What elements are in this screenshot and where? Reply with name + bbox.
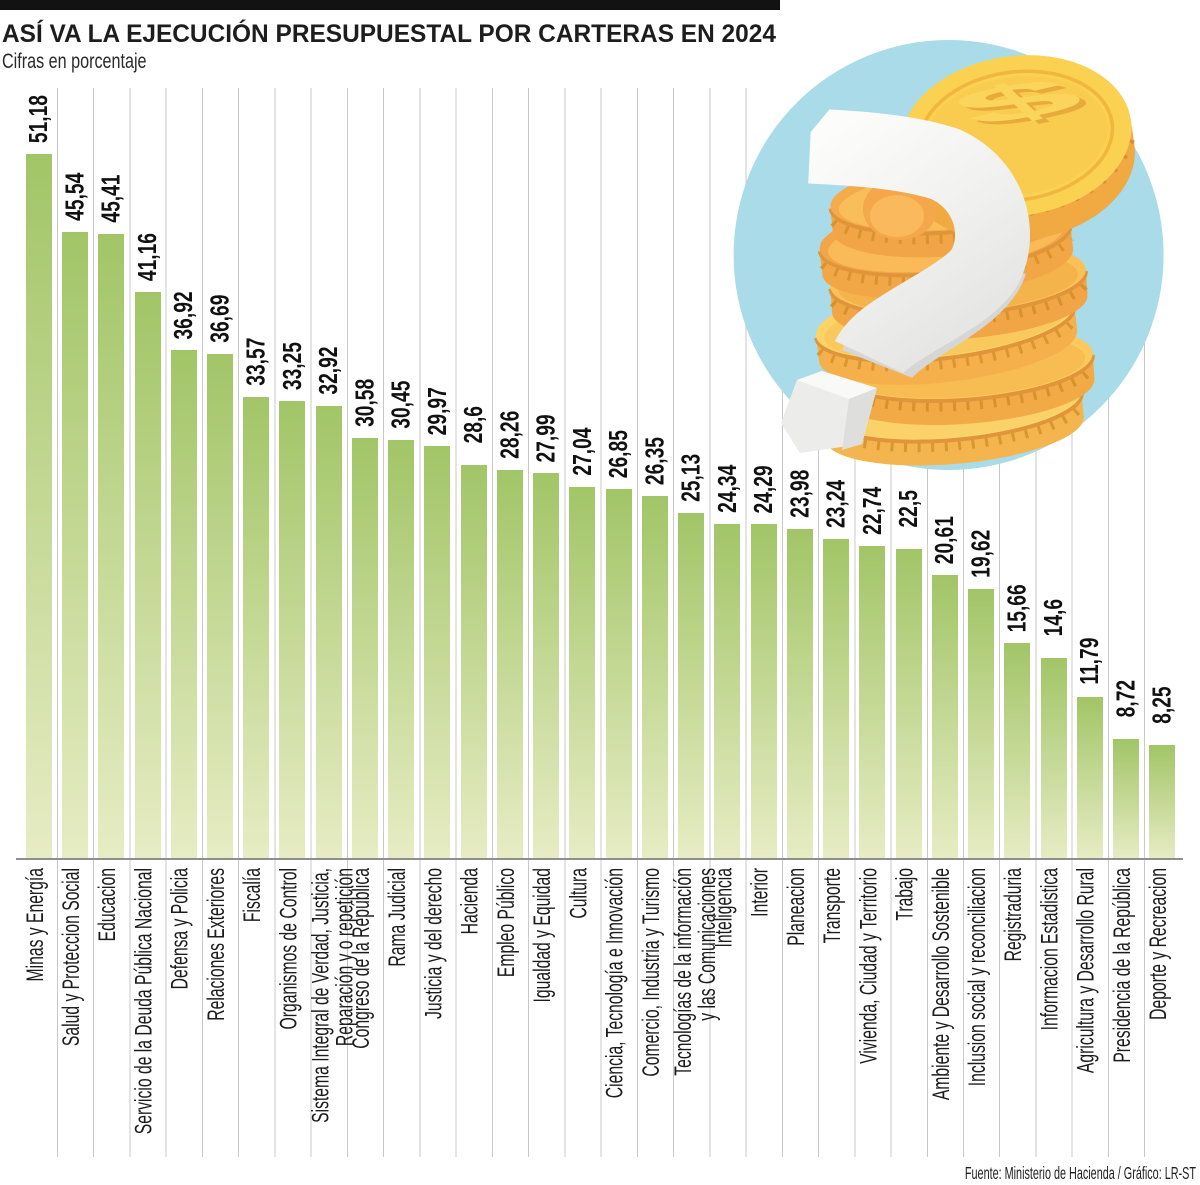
svg-text:Agricultura y Desarrollo Rural: Agricultura y Desarrollo Rural	[1074, 868, 1100, 1073]
svg-text:24,29: 24,29	[750, 465, 778, 513]
svg-text:8,25: 8,25	[1148, 686, 1176, 723]
svg-text:23,24: 23,24	[822, 480, 850, 528]
svg-text:30,45: 30,45	[387, 381, 415, 429]
svg-text:45,54: 45,54	[61, 172, 89, 220]
svg-text:Cultura: Cultura	[566, 867, 592, 918]
svg-text:36,69: 36,69	[206, 295, 234, 343]
svg-text:28,6: 28,6	[460, 406, 488, 443]
svg-text:Inclusion social y reconciliac: Inclusion social y reconciliacion	[965, 868, 991, 1086]
svg-text:Defensa y Policia: Defensa y Policia	[168, 867, 194, 989]
svg-text:Justicia y del derecho: Justicia y del derecho	[421, 868, 447, 1019]
svg-text:51,18: 51,18	[25, 95, 53, 143]
svg-text:24,34: 24,34	[713, 464, 741, 512]
svg-text:26,35: 26,35	[641, 437, 669, 485]
svg-text:Fiscalía: Fiscalía	[240, 867, 266, 922]
svg-text:30,58: 30,58	[351, 379, 379, 427]
svg-text:Vivienda, Ciudad y Territorio: Vivienda, Ciudad y Territorio	[856, 868, 882, 1064]
svg-text:Tecnologías de la información: Tecnologías de la información	[671, 868, 697, 1076]
svg-text:Fuente: Ministerio de Hacienda: Fuente: Ministerio de Hacienda / Gráfico…	[965, 1165, 1196, 1184]
svg-text:45,41: 45,41	[97, 175, 125, 223]
svg-text:8,72: 8,72	[1112, 680, 1140, 717]
svg-text:Reparación y o repetición: Reparación y o repetición	[333, 868, 359, 1046]
svg-text:Igualdad y Equidad: Igualdad y Equidad	[530, 868, 556, 1002]
svg-text:22,74: 22,74	[858, 486, 886, 534]
svg-text:Minas y Energía: Minas y Energía	[23, 867, 49, 981]
svg-text:Sistema Integral de Verdad, Ju: Sistema Integral de Verdad, Justicia,	[309, 868, 335, 1123]
svg-text:Planeacion: Planeacion	[784, 868, 810, 946]
svg-text:Informacion Estadistica: Informacion Estadistica	[1037, 867, 1063, 1030]
svg-text:Educacion: Educacion	[95, 868, 121, 941]
svg-text:19,62: 19,62	[967, 530, 995, 578]
svg-text:15,66: 15,66	[1003, 584, 1031, 632]
svg-text:Transporte: Transporte	[820, 868, 846, 943]
svg-text:Ciencia, Tecnología e Innovaci: Ciencia, Tecnología e Innovación	[602, 868, 628, 1098]
svg-text:41,16: 41,16	[133, 233, 161, 281]
svg-text:33,25: 33,25	[278, 342, 306, 390]
svg-text:28,26: 28,26	[496, 411, 524, 459]
svg-text:26,85: 26,85	[605, 430, 633, 478]
svg-text:Presidencia de la República: Presidencia de la República	[1110, 867, 1136, 1062]
svg-text:36,92: 36,92	[170, 291, 198, 339]
svg-text:25,13: 25,13	[677, 454, 705, 502]
svg-text:20,61: 20,61	[931, 516, 959, 564]
svg-text:Congreso de la República: Congreso de la República	[349, 867, 375, 1048]
svg-text:Salud y Proteccion Social: Salud y Proteccion Social	[59, 868, 85, 1046]
svg-text:29,97: 29,97	[423, 387, 451, 435]
svg-text:Empleo Público: Empleo Público	[494, 868, 520, 977]
svg-text:Registraduria: Registraduria	[1001, 867, 1027, 961]
svg-text:22,5: 22,5	[894, 490, 922, 527]
svg-text:Inteligencia: Inteligencia	[711, 867, 737, 947]
svg-text:Deporte y Recreacion: Deporte y Recreacion	[1146, 868, 1172, 1020]
svg-text:Ambiente y Desarrollo Sostenib: Ambiente y Desarrollo Sostenible	[929, 868, 955, 1100]
svg-text:Interior: Interior	[747, 868, 773, 917]
svg-text:Organismos de Control: Organismos de Control	[276, 868, 302, 1029]
svg-text:y las Comunicaciones: y las Comunicaciones	[695, 868, 721, 1021]
svg-text:23,98: 23,98	[786, 470, 814, 518]
svg-text:14,6: 14,6	[1039, 599, 1067, 636]
svg-text:Rama Judicial: Rama Judicial	[385, 868, 411, 967]
svg-text:Trabajo: Trabajo	[892, 868, 918, 921]
svg-text:Relaciones Exteriores: Relaciones Exteriores	[204, 868, 230, 1021]
svg-text:27,04: 27,04	[568, 427, 596, 475]
svg-text:Comercio, Industria y Turismo: Comercio, Industria y Turismo	[639, 868, 665, 1077]
svg-text:Servicio de la Deuda Pública N: Servicio de la Deuda Pública Nacional	[131, 868, 157, 1134]
svg-text:11,79: 11,79	[1076, 638, 1104, 685]
svg-text:32,92: 32,92	[315, 347, 343, 395]
svg-text:33,57: 33,57	[242, 338, 270, 386]
svg-text:27,99: 27,99	[532, 414, 560, 462]
svg-text:Hacienda: Hacienda	[457, 867, 483, 934]
